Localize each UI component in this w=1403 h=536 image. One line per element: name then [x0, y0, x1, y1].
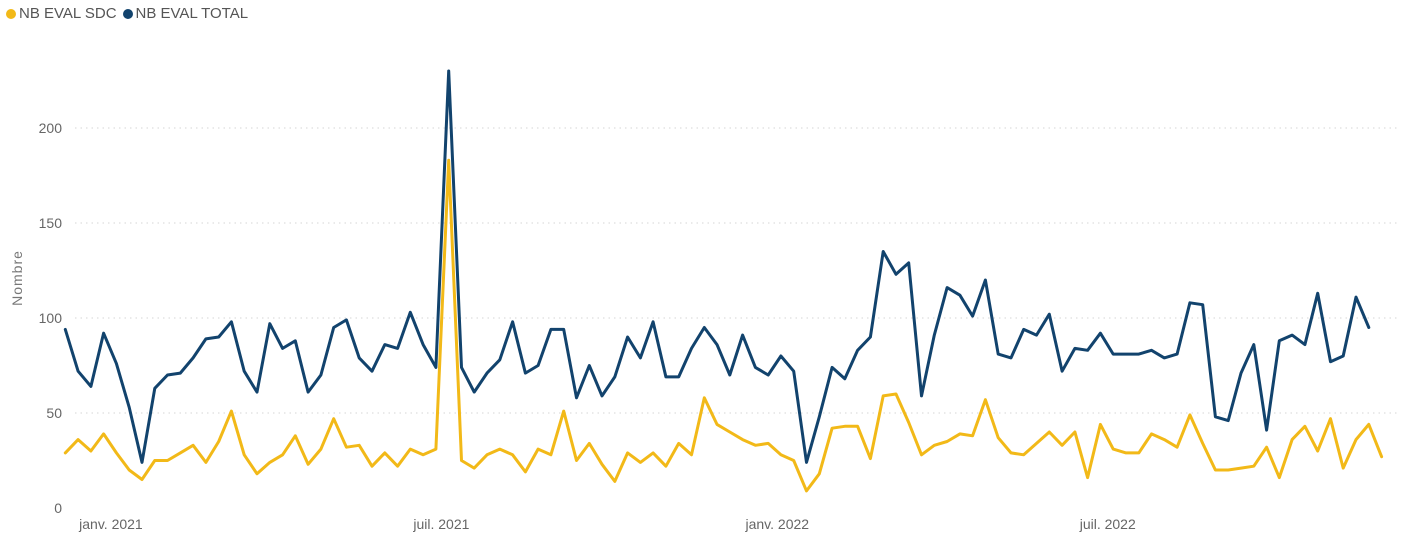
legend-label-sdc: NB EVAL SDC — [19, 5, 117, 22]
legend-marker-sdc — [6, 8, 16, 19]
chart-legend: NB EVAL SDC NB EVAL TOTAL — [6, 5, 248, 22]
y-axis-ticks: 0 50 100 150 200 — [39, 120, 63, 516]
y-axis-title: Nombre — [9, 250, 25, 306]
x-tick-label-1: juil. 2021 — [412, 516, 469, 532]
x-axis-ticks: janv. 2021 juil. 2021 janv. 2022 juil. 2022 — [78, 516, 1136, 532]
series-line-total[interactable] — [63, 69, 1371, 464]
legend-item-total[interactable]: NB EVAL TOTAL — [122, 5, 249, 22]
y-tick-label-200: 200 — [39, 120, 63, 136]
y-tick-label-100: 100 — [39, 310, 63, 326]
x-tick-label-2: janv. 2022 — [745, 516, 810, 532]
series-line-sdc[interactable] — [63, 158, 1384, 493]
y-tick-label-50: 50 — [46, 405, 62, 421]
y-tick-label-0: 0 — [54, 500, 62, 516]
legend-label-total: NB EVAL TOTAL — [135, 5, 249, 22]
x-tick-label-0: janv. 2021 — [78, 516, 143, 532]
y-tick-label-150: 150 — [39, 215, 63, 231]
gridlines — [75, 127, 1398, 414]
series-lines — [63, 69, 1384, 493]
legend-marker-total — [122, 8, 133, 19]
x-tick-label-3: juil. 2022 — [1079, 516, 1136, 532]
legend-item-sdc[interactable]: NB EVAL SDC — [6, 5, 117, 22]
